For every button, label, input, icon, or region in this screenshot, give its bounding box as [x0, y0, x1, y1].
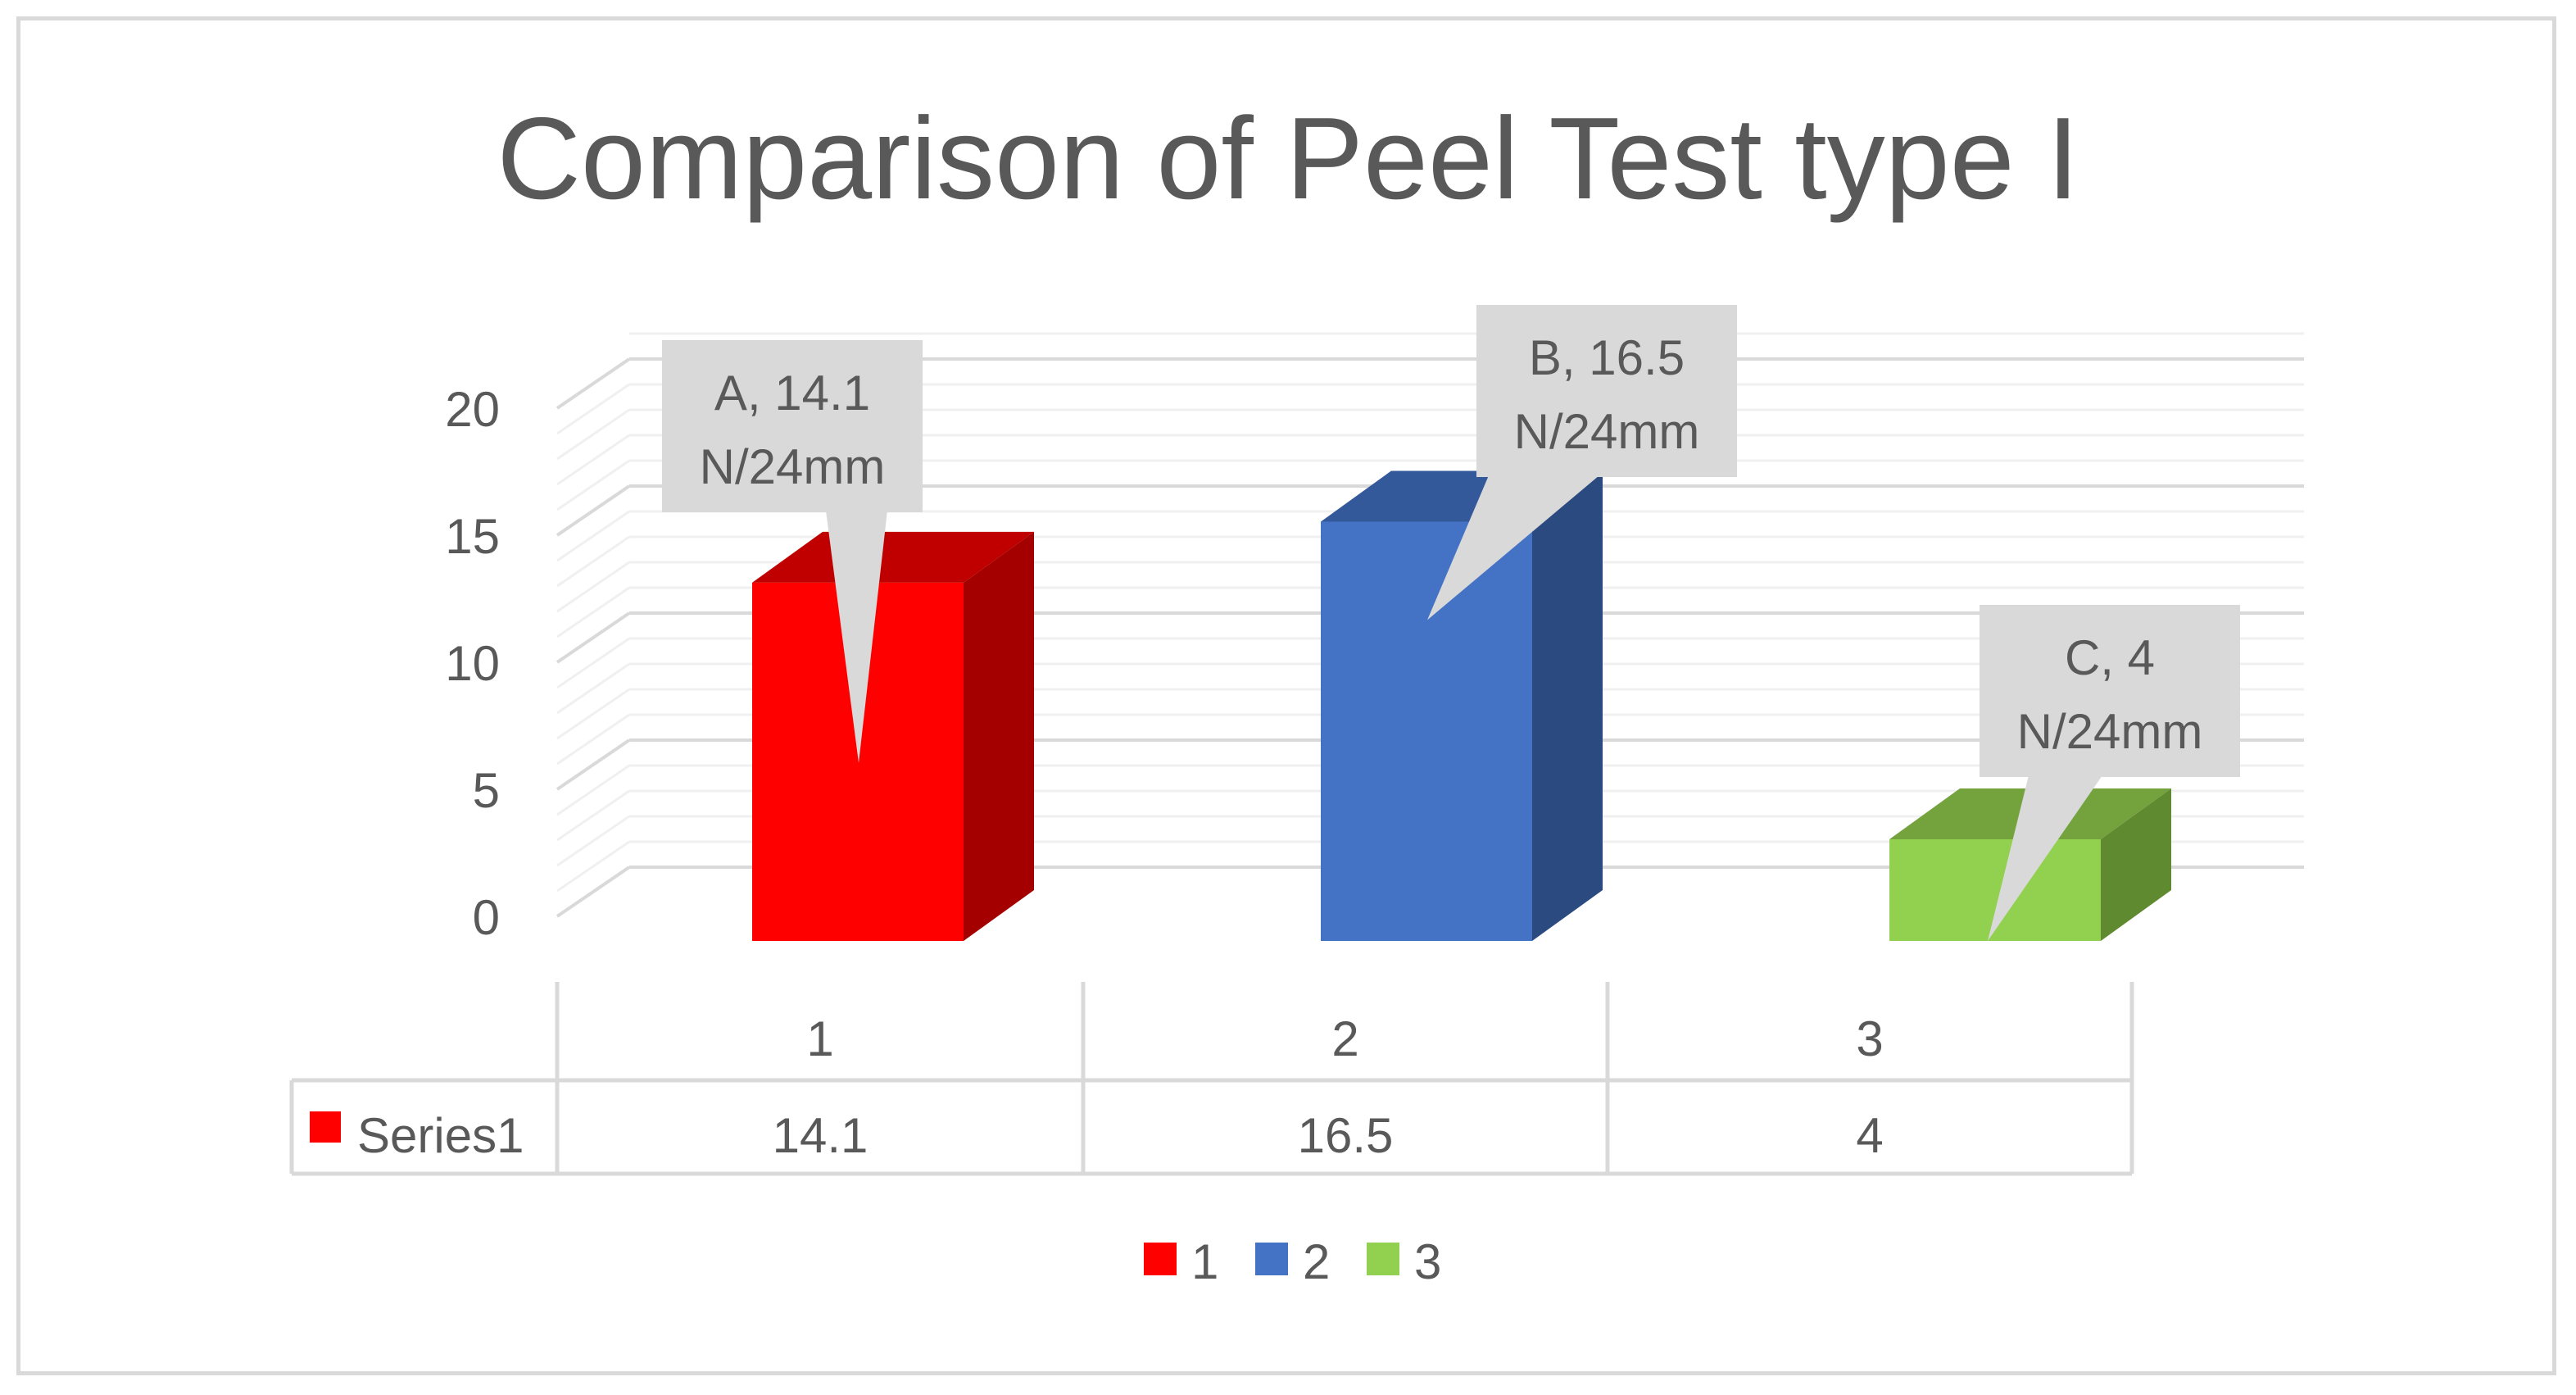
minor-gridline-side: [556, 510, 630, 562]
legend-swatch: [1255, 1243, 1288, 1275]
callout-box: [662, 340, 923, 512]
legend-label: 3: [1414, 1234, 1441, 1289]
bar-side-face: [1532, 470, 1603, 941]
callout-2: B, 16.5 N/24mm: [1427, 305, 1737, 620]
minor-gridline-side: [556, 688, 630, 740]
data-label-callouts: A, 14.1 N/24mm B, 16.5 N/24mm C, 4 N/24mm: [662, 305, 2240, 941]
callout-line1: A, 14.1: [714, 366, 870, 420]
legend-swatch: [1367, 1243, 1399, 1275]
callout-line2: N/24mm: [1514, 404, 1700, 459]
minor-gridline-side: [556, 789, 630, 842]
bar-front-face: [1321, 521, 1532, 941]
table-legend-key: [310, 1111, 341, 1143]
minor-gridline-side: [556, 535, 630, 588]
minor-gridline-side: [556, 586, 630, 638]
callout-pointer: [1427, 475, 1599, 620]
table-value-1: 14.1: [773, 1108, 868, 1163]
callout-line2: N/24mm: [2017, 704, 2203, 759]
y-tick-label: 20: [445, 382, 500, 437]
y-axis-ticks: 0 5 10 15 20: [445, 382, 500, 945]
chart-title: Comparison of Peel Test type I: [497, 93, 2079, 224]
y-tick-label: 0: [473, 890, 500, 945]
minor-gridline-side: [556, 637, 630, 689]
bars: [752, 470, 2171, 941]
minor-gridline-side: [556, 764, 630, 816]
callout-line1: C, 4: [2065, 630, 2155, 685]
legend-label: 1: [1191, 1234, 1218, 1289]
gridline-side-15: [556, 484, 631, 537]
minor-gridline-side: [556, 408, 630, 461]
table-value-3: 4: [1856, 1108, 1883, 1163]
category-label-1: 1: [806, 1011, 833, 1066]
category-label-3: 3: [1856, 1011, 1883, 1066]
gridline-side-20: [556, 357, 631, 410]
minor-gridline-side: [556, 815, 630, 867]
y-tick-label: 5: [473, 763, 500, 818]
gridline-side-10: [556, 611, 631, 664]
gridline-side-5: [556, 738, 631, 791]
callout-pointer: [1988, 775, 2102, 941]
data-table: 1 14.1 2 16.5 3 4 Series1: [289, 982, 2134, 1176]
bar-top-face: [752, 531, 1034, 583]
bar-1: [752, 531, 1034, 941]
legend-entry-1: 1: [1144, 1234, 1218, 1289]
legend-label: 2: [1303, 1234, 1330, 1289]
minor-gridline-side: [556, 561, 630, 613]
minor-gridline-side: [556, 383, 630, 435]
legend-swatch: [1144, 1243, 1177, 1275]
callout-box: [1476, 305, 1737, 477]
category-label-2: 2: [1331, 1011, 1358, 1066]
gridline-side-0: [556, 866, 631, 918]
minor-gridline-side: [556, 434, 630, 486]
minor-gridline-side: [556, 840, 630, 893]
legend-entry-2: 2: [1255, 1234, 1330, 1289]
legend-entry-3: 3: [1367, 1234, 1441, 1289]
table-value-2: 16.5: [1298, 1108, 1394, 1163]
minor-gridline-side: [556, 713, 630, 766]
callout-1: A, 14.1 N/24mm: [662, 340, 923, 763]
table-series-label: Series1: [357, 1108, 524, 1163]
bar-side-face: [964, 531, 1034, 941]
minor-gridline-side: [556, 662, 630, 715]
callout-box: [1980, 605, 2240, 777]
callout-line2: N/24mm: [700, 439, 886, 494]
minor-gridline-side: [556, 459, 630, 511]
y-tick-label: 10: [445, 636, 500, 691]
legend: 1 2 3: [1144, 1234, 1441, 1289]
callout-3: C, 4 N/24mm: [1980, 605, 2240, 941]
callout-pointer: [826, 511, 887, 763]
y-tick-label: 15: [445, 509, 500, 564]
bar-side-face: [2101, 788, 2171, 941]
callout-line1: B, 16.5: [1529, 330, 1685, 385]
